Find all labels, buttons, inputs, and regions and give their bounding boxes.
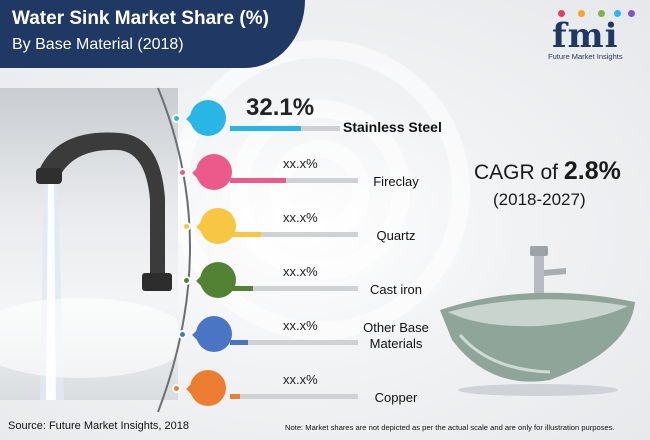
share-bar-track <box>230 126 340 131</box>
source-note: Source: Future Market Insights, 2018 <box>8 420 189 432</box>
logo-wordmark: fmi <box>552 16 619 56</box>
logo-dot <box>578 10 585 17</box>
share-value-label: xx.x% <box>283 318 318 333</box>
arc-node <box>178 168 187 177</box>
share-bar-track <box>230 178 358 183</box>
arc-node <box>172 114 181 123</box>
logo-dot <box>598 10 605 17</box>
share-bar <box>230 394 241 399</box>
arc-node <box>178 330 187 339</box>
category-bubble <box>200 262 236 298</box>
sink-illustration <box>440 246 635 396</box>
share-bar-track <box>230 394 358 399</box>
sink-photo <box>430 240 640 400</box>
share-bar <box>230 340 248 345</box>
cagr-period: (2018-2027) <box>493 190 586 209</box>
chart-subtitle: By Base Material (2018) <box>12 36 184 53</box>
category-bubble <box>196 316 232 352</box>
faucet-photo <box>0 88 190 400</box>
cagr-headline: CAGR of 2.8% <box>474 157 621 186</box>
arc-node <box>182 276 191 285</box>
material-label: Stainless Steel <box>343 119 442 135</box>
material-label: Quartz <box>376 228 416 243</box>
share-value-label: xx.x% <box>283 156 318 171</box>
category-bubble <box>200 208 236 244</box>
share-value-label: xx.x% <box>283 264 318 279</box>
disclaimer-note: Note: Market shares are not depicted as … <box>285 423 615 432</box>
share-value-label: xx.x% <box>283 372 318 387</box>
material-label: Fireclay <box>373 174 419 189</box>
logo-tagline: Future Market Insights <box>548 52 623 61</box>
faucet-illustration <box>0 132 190 400</box>
chart-title: Water Sink Market Share (%) <box>12 8 269 29</box>
category-bubble <box>196 154 232 190</box>
cagr-prefix: CAGR of <box>474 161 564 184</box>
logo-dot <box>558 10 565 17</box>
share-value-label: xx.x% <box>283 210 318 225</box>
share-bar-track <box>230 340 358 345</box>
logo-dot <box>614 10 621 17</box>
fmi-logo: fmi Future Market Insights <box>548 8 640 61</box>
share-bar <box>230 232 261 237</box>
category-bubble <box>190 100 226 136</box>
share-bar-track <box>230 286 358 291</box>
logo-dot <box>628 10 635 17</box>
share-bar <box>230 126 301 131</box>
category-bubble <box>190 370 226 406</box>
share-bar <box>230 286 254 291</box>
material-label: Copper <box>374 390 418 405</box>
material-label: Other Base Materials <box>363 320 429 351</box>
arc-node <box>182 222 191 231</box>
share-bar <box>230 178 287 183</box>
cagr-value: 2.8% <box>563 157 621 185</box>
header-banner <box>0 0 305 68</box>
share-value-label: 32.1% <box>246 94 315 121</box>
material-label: Cast iron <box>369 282 423 297</box>
arc-node <box>172 384 181 393</box>
share-bar-track <box>230 232 358 237</box>
